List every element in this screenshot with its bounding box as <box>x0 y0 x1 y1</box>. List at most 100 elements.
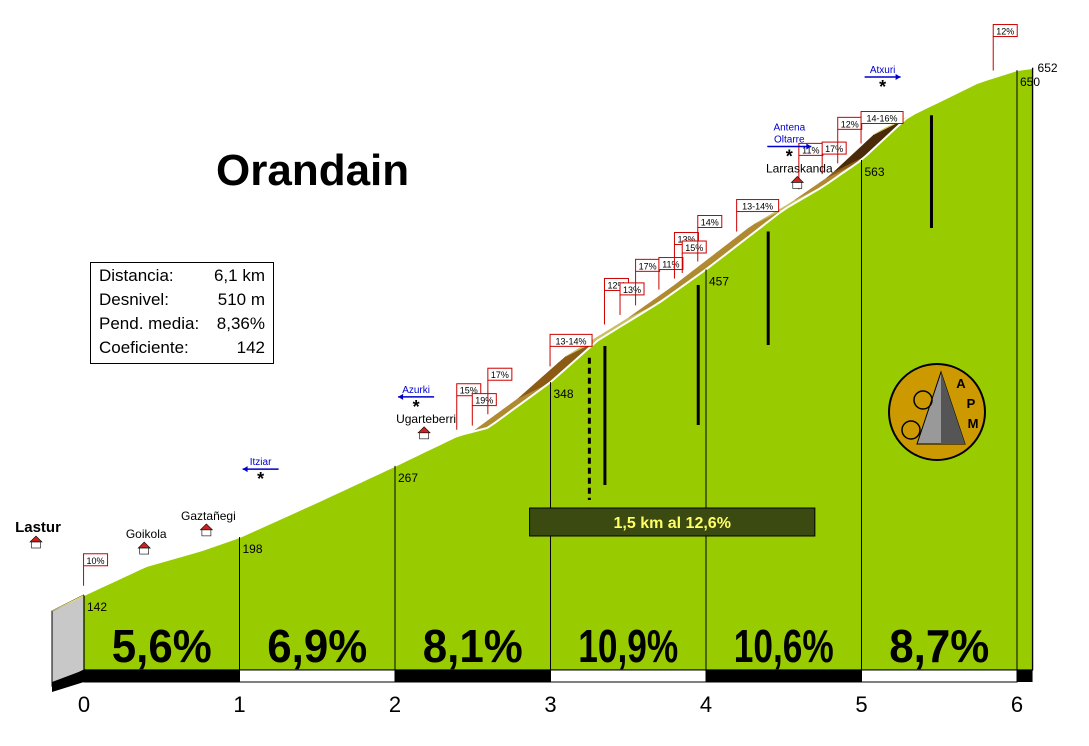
junction-label: Oltarre <box>774 134 805 145</box>
info-value: 142 <box>236 338 265 357</box>
x-tick-label: 2 <box>389 692 401 717</box>
info-value: 6,1 km <box>213 266 265 285</box>
place-label: Lastur <box>15 519 61 536</box>
junction-asterisk: * <box>257 469 264 489</box>
gradient-flag-box <box>860 111 904 124</box>
km-scale-bar <box>1017 670 1033 682</box>
junction-asterisk: * <box>413 397 420 417</box>
info-row-coefficient: Coeficiente: 142 <box>99 336 265 360</box>
gradient-flag-label: 14% <box>701 218 719 228</box>
gradient-flag-label: 12% <box>841 119 859 129</box>
gradient-flag-label: 12% <box>607 280 625 290</box>
info-row-distance: Distancia: 6,1 km <box>99 264 265 288</box>
info-label: Desnivel: <box>99 290 169 309</box>
bicycle-wheel-icon <box>913 390 933 410</box>
segment-gradient-label: 8,7% <box>889 620 989 672</box>
segment-gradient-label: 10,6% <box>734 620 834 672</box>
place-label: Ugarteberri <box>396 412 456 426</box>
gradient-flag-label: 13% <box>623 285 641 295</box>
junction-label: Azurki <box>402 385 430 396</box>
gradient-flag-label: 19% <box>475 396 493 406</box>
house-icon <box>137 541 151 549</box>
junction-asterisk: * <box>786 146 793 166</box>
gradient-flag-label: 17% <box>491 370 509 380</box>
x-tick-label: 4 <box>700 692 712 717</box>
gradient-flag-label: 13-14% <box>742 202 773 212</box>
info-value: 510 m <box>217 290 265 309</box>
gradient-flag-box <box>681 240 707 254</box>
info-label: Coeficiente: <box>99 338 189 357</box>
altitude-label: 650 <box>1020 75 1040 89</box>
junction-arrowhead <box>806 143 812 150</box>
altitude-label: 267 <box>398 471 418 485</box>
gradient-flag-box <box>619 282 645 296</box>
junction-asterisk: * <box>879 77 886 97</box>
house-icon <box>201 529 212 537</box>
info-label: Pend. media: <box>99 314 200 333</box>
gradient-flag-label: 15% <box>460 386 478 396</box>
gradient-flag-label: 17% <box>639 261 657 271</box>
gradient-flag-box <box>83 553 109 567</box>
km-scale-bar-left <box>52 670 84 692</box>
segment-gradient-label: 10,9% <box>578 620 678 672</box>
house-icon <box>417 426 431 434</box>
bicycle-wheel-icon <box>901 420 921 440</box>
house-icon <box>419 432 429 440</box>
gradient-flag-box <box>456 383 482 397</box>
segment-gradient-label: 6,9% <box>267 620 367 672</box>
place-label: Goikola <box>126 527 167 541</box>
house-icon <box>790 176 805 183</box>
gradient-flag-label: 17% <box>825 144 843 154</box>
junction-arrowhead <box>895 74 901 81</box>
junction-arrowhead <box>398 393 404 400</box>
x-tick-label: 3 <box>544 692 556 717</box>
segment-gradient-label: 8,1% <box>423 620 523 672</box>
altitude-label: 563 <box>865 165 885 179</box>
house-icon <box>199 523 214 531</box>
place-label: Gaztañegi <box>181 509 236 523</box>
altitude-label: 457 <box>709 275 729 289</box>
house-icon <box>792 182 803 189</box>
gradient-flag-label: 10% <box>87 556 105 566</box>
apm-logo-letter: M <box>968 416 979 431</box>
gradient-flag-label: 11% <box>662 260 679 270</box>
gradient-flag-box <box>736 199 780 213</box>
mountain-shadow-icon <box>941 372 965 444</box>
gradient-flag-box <box>549 333 593 347</box>
road-edge-line <box>83 67 1033 596</box>
gradient-flag-label: 13-14% <box>556 336 587 346</box>
steep-callout-text: 1,5 km al 12,6% <box>614 515 731 532</box>
gradient-flag-box <box>487 367 513 381</box>
x-tick-label: 5 <box>855 692 867 717</box>
junction-arrowhead <box>242 466 248 473</box>
chart-title: Orandain <box>216 146 410 195</box>
altitude-label: 198 <box>243 542 263 556</box>
apm-logo-letter: A <box>956 376 966 391</box>
info-value: 8,36% <box>216 314 265 333</box>
house-icon <box>31 541 41 549</box>
house-icon <box>139 547 149 555</box>
altitude-label: 348 <box>554 387 574 401</box>
x-tick-label: 1 <box>233 692 245 717</box>
segment-gradient-label: 5,6% <box>112 620 212 672</box>
gradient-flag-label: 13% <box>677 235 695 245</box>
house-icon <box>29 535 43 543</box>
gradient-flag-label: 14-16% <box>867 114 898 124</box>
junction-label: Itziar <box>250 457 272 468</box>
gradient-flag-label: 11% <box>802 145 819 155</box>
info-box: Distancia: 6,1 km Desnivel: 510 m Pend. me… <box>90 262 274 364</box>
gradient-flag-box <box>471 393 497 407</box>
x-tick-label: 0 <box>78 692 90 717</box>
junction-label: Antena <box>773 122 805 133</box>
gradient-flag-box <box>697 215 723 229</box>
info-label: Distancia: <box>99 266 174 285</box>
gradient-flag-box <box>658 257 684 271</box>
gradient-flag-label: 15% <box>685 243 703 253</box>
steep-callout-box <box>529 507 816 537</box>
gradient-flag-box <box>992 24 1018 38</box>
info-row-avg-gradient: Pend. media: 8,36% <box>99 312 265 336</box>
junction-label: Atxuri <box>870 65 896 76</box>
info-row-elevation-gain: Desnivel: 510 m <box>99 288 265 312</box>
